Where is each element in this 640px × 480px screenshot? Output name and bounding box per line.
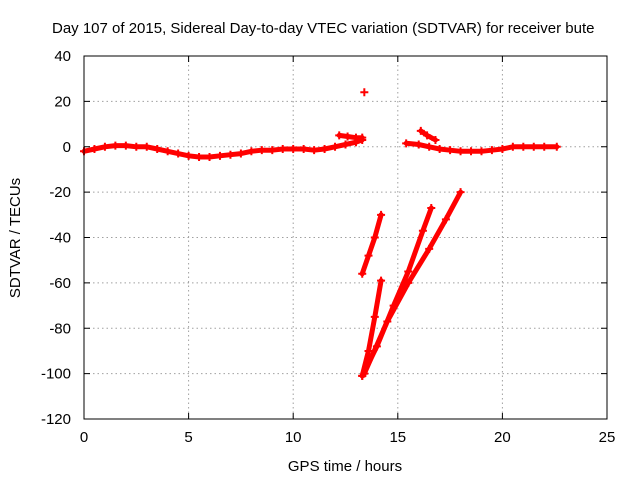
data-point — [446, 146, 455, 155]
series-trace — [359, 212, 384, 277]
data-point — [205, 152, 214, 161]
data-point — [364, 346, 373, 355]
y-tick-label: 20 — [54, 93, 71, 110]
data-point — [236, 149, 245, 158]
series-baseline-late — [402, 139, 561, 156]
y-tick-label: 0 — [63, 139, 71, 156]
data-point — [132, 142, 141, 151]
data-point — [456, 147, 465, 156]
data-point — [425, 142, 434, 151]
data-point — [418, 226, 427, 235]
data-point — [174, 149, 183, 158]
data-point — [226, 150, 235, 159]
data-point — [358, 133, 367, 142]
x-axis-label: GPS time / hours — [288, 458, 402, 475]
x-tick-label: 5 — [184, 429, 192, 446]
series-bump-late — [416, 126, 440, 144]
data-point — [414, 140, 423, 149]
data-point — [343, 132, 352, 141]
data-point — [404, 278, 413, 287]
data-point — [364, 251, 373, 260]
x-tick-label: 0 — [80, 429, 88, 446]
data-point — [335, 131, 344, 140]
y-tick-label: -60 — [49, 275, 71, 292]
data-point — [299, 145, 308, 154]
series-baseline-early — [80, 135, 367, 161]
series-trace — [81, 137, 365, 160]
data-point — [360, 88, 369, 97]
x-tick-label: 10 — [285, 429, 302, 446]
tick-labels: 0 5 10 15 20 25 -120 -100 -80 -60 -40 -20 0 20 40 — [41, 48, 615, 446]
data-point — [467, 147, 476, 156]
data-point — [427, 204, 436, 213]
y-tick-label: -120 — [41, 411, 71, 428]
data-point — [90, 145, 99, 154]
data-point — [153, 145, 162, 154]
data-point — [487, 146, 496, 155]
data-point — [163, 147, 172, 156]
x-tick-label: 25 — [599, 429, 616, 446]
data-point — [360, 369, 369, 378]
data-point — [370, 233, 379, 242]
data-point — [425, 244, 434, 253]
data-point — [278, 145, 287, 154]
data-series — [80, 88, 561, 380]
data-point — [423, 131, 432, 140]
data-point — [441, 215, 450, 224]
data-point — [215, 151, 224, 160]
y-tick-label: 40 — [54, 48, 71, 65]
y-tick-label: -100 — [41, 366, 71, 383]
x-tick-label: 15 — [389, 429, 406, 446]
grid-lines — [84, 56, 607, 419]
data-point — [195, 152, 204, 161]
data-point — [377, 210, 386, 219]
series-trace — [361, 189, 464, 377]
data-point — [416, 126, 425, 135]
series-isolated-point — [360, 88, 369, 97]
series-spike-upper-left — [335, 131, 367, 142]
data-point — [383, 317, 392, 326]
series-track-d — [360, 188, 465, 378]
data-point — [404, 267, 413, 276]
y-tick-label: -40 — [49, 230, 71, 247]
axis-ticks — [83, 55, 608, 420]
data-point — [370, 312, 379, 321]
data-point — [320, 145, 329, 154]
chart-title: Day 107 of 2015, Sidereal Day-to-day VTE… — [52, 20, 594, 37]
data-point — [310, 146, 319, 155]
data-point — [498, 145, 507, 154]
data-point — [100, 142, 109, 151]
data-point — [435, 145, 444, 154]
data-point — [552, 142, 561, 151]
data-point — [289, 145, 298, 154]
data-point — [402, 139, 411, 148]
series-track-a — [358, 210, 386, 278]
data-point — [331, 142, 340, 151]
series-trace — [359, 278, 384, 379]
y-tick-label: -20 — [49, 184, 71, 201]
data-point — [456, 188, 465, 197]
data-point — [111, 141, 120, 150]
y-axis-label: SDTVAR / TECUs — [7, 178, 24, 298]
data-point — [358, 269, 367, 278]
data-point — [257, 146, 266, 155]
data-point — [508, 142, 517, 151]
y-tick-label: -80 — [49, 320, 71, 337]
data-point — [142, 142, 151, 151]
data-point — [184, 151, 193, 160]
x-tick-label: 20 — [494, 429, 511, 446]
data-point — [377, 276, 386, 285]
data-point — [341, 140, 350, 149]
data-point — [121, 141, 130, 150]
data-point — [268, 146, 277, 155]
data-point — [477, 147, 486, 156]
data-point — [529, 142, 538, 151]
data-point — [247, 147, 256, 156]
data-point — [519, 142, 528, 151]
data-point — [431, 135, 440, 144]
data-point — [540, 142, 549, 151]
